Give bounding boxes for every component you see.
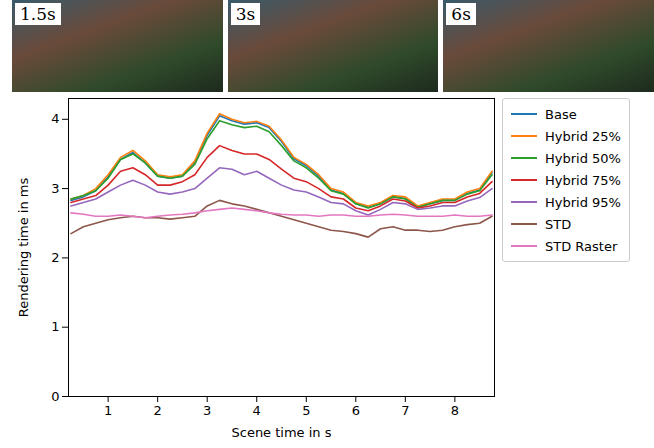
html-text:1.5s: 1.5s bbox=[20, 4, 56, 24]
svg-text:Rendering time in ms: Rendering time in ms bbox=[16, 178, 31, 318]
svg-text:3: 3 bbox=[51, 181, 59, 196]
svg-text:2: 2 bbox=[154, 403, 162, 418]
svg-text:4: 4 bbox=[51, 111, 59, 126]
html-text:6s: 6s bbox=[451, 4, 471, 24]
svg-text:5: 5 bbox=[302, 403, 310, 418]
svg-text:4: 4 bbox=[253, 403, 261, 418]
svg-text:6: 6 bbox=[352, 403, 360, 418]
html-text:3s: 3s bbox=[235, 4, 256, 24]
svg-text:0: 0 bbox=[51, 389, 59, 404]
svg-text:8: 8 bbox=[451, 403, 459, 418]
html-text:Hybrid 75%: Hybrid 75% bbox=[545, 172, 621, 188]
svg-text:2: 2 bbox=[51, 250, 59, 265]
svg-text:1: 1 bbox=[51, 319, 59, 334]
html-text:Hybrid 25%: Hybrid 25% bbox=[545, 128, 621, 144]
svg-text:7: 7 bbox=[401, 403, 409, 418]
svg-text:3: 3 bbox=[203, 403, 211, 418]
html-text:STD: STD bbox=[545, 216, 572, 232]
svg-text:Scene time in s: Scene time in s bbox=[231, 425, 331, 440]
html-text:Hybrid 50%: Hybrid 50% bbox=[545, 150, 621, 166]
svg-text:1: 1 bbox=[104, 403, 112, 418]
html-text:Hybrid 95%: Hybrid 95% bbox=[545, 194, 621, 210]
html-text:STD Raster: STD Raster bbox=[545, 238, 618, 254]
html-text:Base: Base bbox=[545, 106, 577, 122]
